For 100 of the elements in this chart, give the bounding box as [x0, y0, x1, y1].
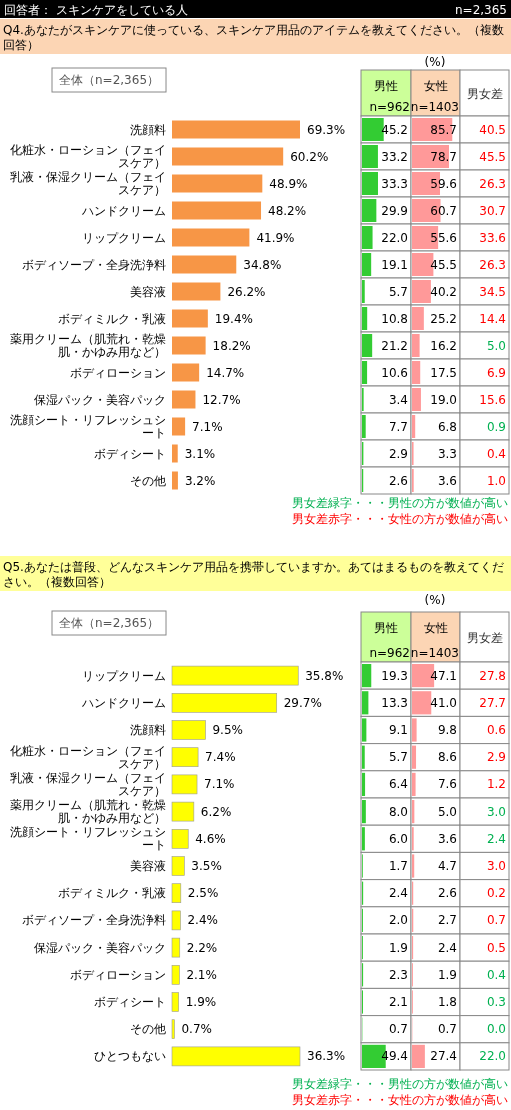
data-label: 15.6 [479, 392, 506, 407]
data-label: 45.5 [430, 257, 457, 272]
chart-title: 女性 [423, 79, 448, 93]
data-label: 2.1 [388, 995, 408, 1009]
data-label: 21.2 [381, 338, 408, 353]
data-label: 3.5% [191, 859, 222, 873]
data-label: 0.2 [486, 886, 506, 901]
data-label: 1.7 [388, 859, 408, 873]
data-label: 2.4 [486, 831, 506, 846]
y-tick-label: リップクリーム [82, 230, 166, 245]
data-label: 0.4 [486, 446, 506, 461]
bar [362, 415, 366, 438]
data-label: 34.5 [479, 284, 506, 299]
data-label: 22.0 [479, 1049, 506, 1064]
data-label: 1.2 [486, 777, 506, 792]
text: 男女差緑字・・・男性の方が数値が高い [292, 1077, 508, 1091]
y-tick-label: 美容液 [130, 859, 166, 873]
text: 男女差 [466, 87, 503, 101]
data-label: 33.6 [479, 230, 506, 245]
data-label: 2.9 [388, 446, 408, 461]
data-label: 5.0 [437, 804, 457, 819]
bar [362, 307, 368, 330]
data-label: 1.9% [185, 995, 217, 1009]
data-label: 85.7 [430, 122, 457, 137]
bar [362, 199, 377, 222]
bar [412, 415, 416, 438]
bar [412, 334, 420, 357]
y-tick-label: ハンドクリーム [81, 203, 166, 218]
bar [172, 417, 186, 436]
bar [362, 253, 372, 276]
chart-title: 男性 [374, 621, 398, 635]
data-label: 0.6 [486, 723, 506, 737]
y-tick-label: 化粧水・ローション（フェイスケア） [10, 743, 166, 771]
chart-subtitle: n=1403 [410, 100, 459, 114]
bar [172, 390, 196, 409]
data-label: 7.6 [437, 777, 457, 792]
data-label: 33.2 [381, 149, 408, 164]
data-label: 19.3 [381, 668, 408, 683]
bar [171, 965, 180, 985]
chart-subtitle: n=962 [369, 646, 410, 660]
data-label: 0.7 [486, 913, 506, 928]
data-label: 0.3 [486, 995, 506, 1009]
y-tick-label: その他 [130, 1022, 166, 1037]
y-tick-label: 薬用クリーム（肌荒れ・乾燥肌・かゆみ用など） [10, 332, 166, 359]
data-label: 6.2% [200, 804, 232, 819]
data-label: 2.9 [486, 750, 506, 765]
y-tick-label: 薬用クリーム（肌荒れ・乾燥肌・かゆみ用など） [10, 798, 166, 826]
y-tick-label: 美容液 [130, 284, 166, 299]
data-label: 69.3% [307, 122, 346, 137]
bar [171, 774, 198, 795]
y-tick-label: 洗顔シート・リフレッシュシート [10, 413, 166, 440]
data-label: 1.8 [437, 995, 457, 1009]
bar [172, 147, 284, 166]
text: 男女差 [466, 631, 503, 645]
data-label: 19.0 [430, 392, 457, 407]
data-label: 6.4 [388, 777, 408, 792]
text: 男女差赤字・・・女性の方が数値が高い [292, 512, 508, 526]
data-label: 0.5 [486, 940, 506, 955]
data-label: 59.6 [430, 176, 457, 191]
data-label: 41.0 [430, 695, 457, 710]
y-tick-label: ボディソープ・全身洗浄料 [22, 257, 166, 272]
data-label: 0.9 [486, 419, 506, 434]
data-label: 7.1% [192, 419, 223, 434]
data-label: 48.9% [269, 176, 308, 191]
bar [172, 228, 250, 247]
data-label: 27.8 [479, 668, 506, 683]
chart-title: Q5.あなたは普段、どんなスキンケア用品を携帯していますか。あてはまるものを教えてください。（複数回答） [3, 560, 504, 589]
data-label: 9.1 [388, 723, 408, 737]
data-label: 27.7 [479, 695, 506, 710]
data-label: 9.8 [437, 723, 457, 737]
data-label: 0.4 [486, 967, 506, 982]
bar [362, 334, 373, 357]
data-label: 45.5 [479, 149, 506, 164]
bar [172, 336, 206, 355]
text: 全体（n=2,365） [59, 73, 160, 87]
data-label: 6.8 [437, 419, 457, 434]
data-label: 10.8 [381, 311, 408, 326]
bar [172, 255, 237, 274]
text: 男女差緑字・・・男性の方が数値が高い [292, 496, 508, 510]
data-label: 3.0 [486, 804, 506, 819]
data-label: 3.2% [184, 473, 216, 488]
data-label: 29.7% [283, 695, 322, 710]
bar [172, 201, 262, 220]
data-label: 40.2 [430, 284, 457, 299]
data-label: 3.6 [437, 473, 457, 488]
data-label: 7.1% [204, 777, 235, 792]
bar [171, 883, 182, 903]
bar [362, 827, 365, 851]
y-tick-label: ハンドクリーム [81, 695, 166, 710]
chart-title: 女性 [423, 621, 448, 635]
data-label: 19.4% [214, 311, 253, 326]
data-label: 1.9 [437, 967, 457, 982]
y-tick-label: ボディソープ・全身洗浄料 [22, 913, 166, 928]
y-tick-label: ボディミルク・乳液 [58, 886, 166, 901]
bar [172, 174, 263, 193]
data-label: 5.7 [388, 750, 408, 765]
text: (%) [424, 55, 446, 69]
y-tick-label: 乳液・保湿クリーム（フェイスケア） [10, 770, 166, 798]
data-label: 4.6% [195, 831, 226, 846]
data-label: 2.4% [187, 913, 218, 928]
